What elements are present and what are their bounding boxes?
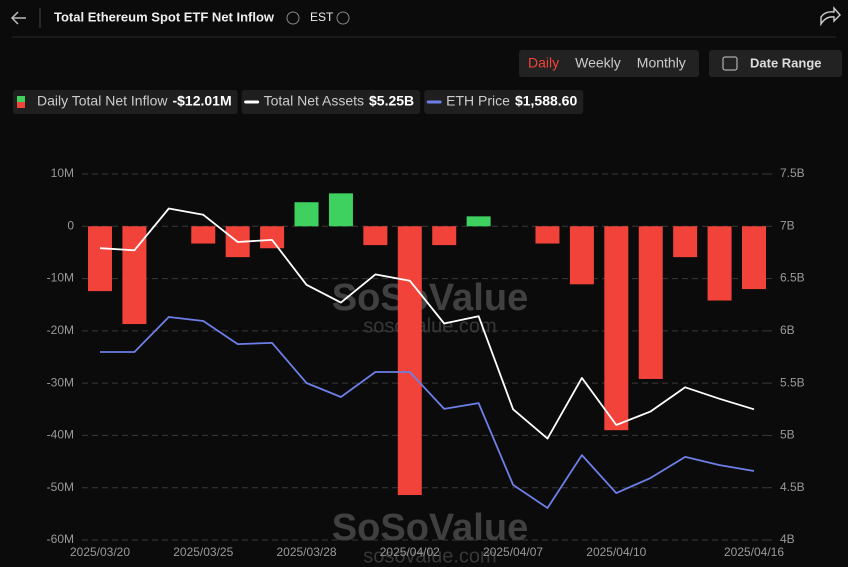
- legend-item: ETH Price $1,588.60: [424, 90, 584, 114]
- bar: [363, 226, 388, 246]
- legend-value: $5.25B: [369, 93, 414, 109]
- y2-tick-label: 4.5B: [780, 480, 805, 494]
- x-tick-label: 2025/03/25: [173, 545, 233, 559]
- y-tick-label: -60M: [47, 532, 74, 546]
- bar: [397, 226, 422, 496]
- bar: [535, 226, 560, 244]
- y2-tick-label: 5.5B: [780, 375, 805, 389]
- y2-tick-label: 4B: [780, 532, 795, 546]
- period-switch: [519, 50, 699, 77]
- period-button[interactable]: Weekly: [575, 55, 621, 71]
- bar: [294, 202, 319, 227]
- bar: [191, 226, 216, 244]
- x-tick-label: 2025/03/28: [276, 545, 336, 559]
- period-button[interactable]: Daily: [528, 55, 559, 71]
- legend-item: Total Net Assets $5.25B: [241, 90, 421, 114]
- y2-tick-label: 5B: [780, 428, 795, 442]
- bar: [742, 226, 766, 290]
- y-tick-label: -50M: [47, 480, 74, 494]
- x-tick-label: 2025/04/02: [380, 545, 440, 559]
- title: Total Ethereum Spot ETF Net Inflow: [54, 9, 275, 24]
- y2-tick-label: 6.5B: [780, 271, 805, 285]
- watermark: sosovalue.com: [363, 545, 496, 567]
- legend-label: Total Net Assets: [264, 93, 364, 109]
- line: [100, 316, 755, 509]
- y2-tick-label: 7B: [780, 218, 795, 232]
- date-range-button[interactable]: [709, 50, 842, 77]
- legend-swatch: [17, 102, 25, 108]
- y2-tick-label: 6B: [780, 323, 795, 337]
- legend-box: [424, 90, 584, 114]
- y-tick-label: 10M: [51, 166, 74, 180]
- legend-value: -$12.01M: [172, 93, 231, 109]
- watermark: SoSoValue: [332, 507, 528, 549]
- date-range-label[interactable]: Date Range: [750, 55, 822, 70]
- bar: [638, 226, 663, 379]
- y-tick-label: 0: [67, 218, 74, 232]
- legend-label: ETH Price: [446, 93, 510, 109]
- bar: [328, 193, 353, 227]
- bar: [673, 226, 698, 258]
- timezone: EST: [310, 10, 334, 24]
- calendar-icon: [722, 56, 738, 71]
- share-button[interactable]: [820, 6, 841, 27]
- bar: [604, 226, 629, 431]
- x-tick-label: 2025/04/16: [724, 545, 784, 559]
- y-tick-label: -10M: [47, 271, 74, 285]
- x-tick-label: 2025/04/10: [586, 545, 646, 559]
- bar: [122, 226, 147, 325]
- legend-box: [241, 90, 421, 114]
- legend-swatch: [17, 96, 25, 102]
- x-tick-label: 2025/04/07: [483, 545, 543, 559]
- back-button[interactable]: [10, 11, 26, 25]
- bar: [569, 226, 594, 285]
- x-tick-label: 2025/03/20: [70, 545, 130, 559]
- legend-box: [13, 90, 238, 114]
- bar: [88, 226, 112, 292]
- line: [99, 207, 755, 440]
- bar: [432, 226, 457, 246]
- period-button[interactable]: Monthly: [637, 55, 686, 71]
- info-icon[interactable]: [286, 11, 300, 25]
- y-tick-label: -40M: [47, 428, 74, 442]
- bar: [707, 226, 732, 301]
- watermark: sosovalue.com: [363, 315, 496, 337]
- bar: [466, 216, 491, 227]
- info-icon[interactable]: [336, 11, 350, 25]
- watermark: SoSoValue: [332, 277, 528, 319]
- legend-label: Daily Total Net Inflow: [37, 93, 168, 109]
- legend-item: Daily Total Net Inflow -$12.01M: [13, 90, 238, 114]
- y-tick-label: -30M: [47, 375, 74, 389]
- bar: [260, 226, 285, 249]
- y-tick-label: -20M: [47, 323, 74, 337]
- legend-value: $1,588.60: [515, 93, 577, 109]
- y2-tick-label: 7.5B: [780, 166, 805, 180]
